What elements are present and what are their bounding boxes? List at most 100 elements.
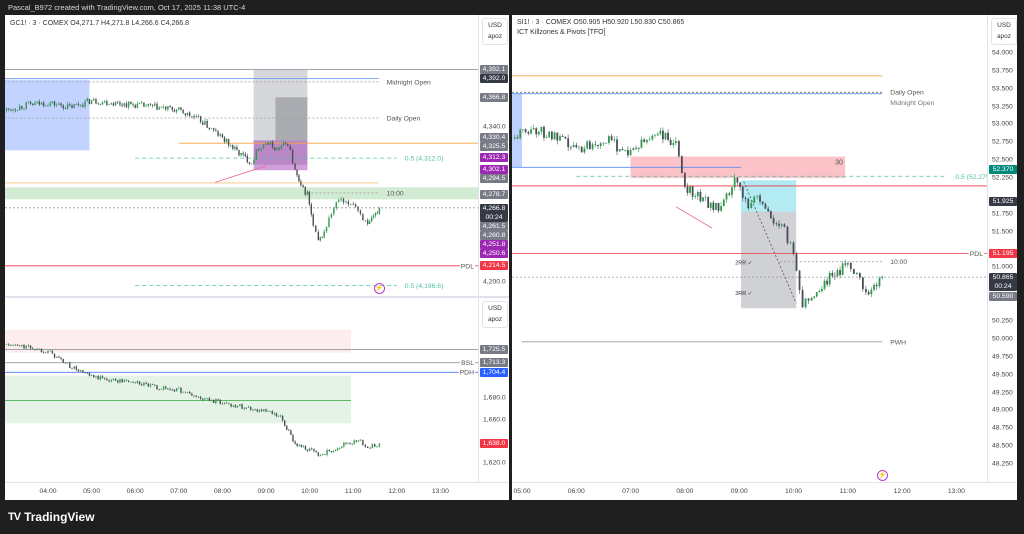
candle-body bbox=[775, 223, 778, 225]
candle-body bbox=[278, 148, 280, 149]
candle-body bbox=[158, 107, 160, 110]
candle-body bbox=[178, 107, 180, 110]
candle-body bbox=[298, 444, 300, 447]
candle-body bbox=[524, 129, 527, 132]
candle-body bbox=[29, 345, 32, 349]
price-tick: 49.000 bbox=[992, 406, 1013, 414]
currency-unit-box[interactable]: USD apoz bbox=[991, 18, 1017, 45]
zone-box bbox=[741, 180, 797, 212]
silver-price-chart[interactable]: Daily Open Midnight Open 0.5 (52.275) PDL 10… bbox=[512, 15, 987, 482]
candle-body bbox=[332, 450, 335, 452]
candle-body bbox=[169, 388, 171, 390]
candle-body bbox=[93, 374, 95, 377]
gold-legend: GC1! · 3 · COMEX O4,271.7 H4,271.8 L4,26… bbox=[10, 20, 189, 27]
gold-price-chart[interactable]: Midnight Open Daily Open 0.5 (4,312.0) 10:0… bbox=[5, 15, 478, 296]
candle-body bbox=[123, 103, 125, 106]
candle-body bbox=[308, 448, 311, 451]
candle-body bbox=[184, 113, 187, 116]
candle-body bbox=[260, 147, 262, 150]
currency-unit-box[interactable]: USD apoz bbox=[482, 18, 508, 45]
candle-body bbox=[841, 263, 844, 275]
tradingview-logo[interactable]: TV TradingView bbox=[8, 510, 95, 524]
candle-body bbox=[108, 104, 110, 105]
candle-body bbox=[372, 215, 375, 218]
zone-box bbox=[5, 79, 90, 151]
zone-box bbox=[5, 375, 352, 424]
candle-body bbox=[330, 213, 333, 218]
candle-body bbox=[621, 149, 624, 151]
candle-body bbox=[274, 147, 276, 151]
time-tick: 10:00 bbox=[301, 488, 319, 495]
silver-price-axis[interactable]: USD apoz 48.250 48.500 48.750 49.000 49.250 49… bbox=[987, 15, 1017, 482]
candle-body bbox=[242, 153, 244, 155]
level-label: PDL bbox=[461, 263, 474, 270]
candle-body bbox=[240, 153, 242, 156]
price-tick: 50.250 bbox=[992, 317, 1013, 325]
candle-body bbox=[712, 202, 715, 210]
candle-body bbox=[759, 195, 761, 202]
candle-body bbox=[117, 101, 119, 103]
price-tick: 52.250 bbox=[992, 174, 1013, 182]
candle-body bbox=[123, 380, 125, 383]
candle-body bbox=[75, 104, 78, 105]
candle-body bbox=[160, 389, 163, 390]
currency-unit-box[interactable]: USD apoz bbox=[482, 301, 508, 328]
candle-body bbox=[27, 345, 30, 347]
candle-body bbox=[180, 107, 182, 110]
candle-body bbox=[828, 272, 831, 285]
candle-body bbox=[753, 196, 756, 203]
silver-small-chart[interactable]: BSL PDH bbox=[5, 298, 478, 482]
candle-body bbox=[248, 162, 251, 164]
candle-body bbox=[645, 140, 648, 143]
candle-body bbox=[761, 201, 764, 204]
candle-body bbox=[680, 156, 683, 174]
candle-body bbox=[90, 374, 93, 376]
candle-body bbox=[40, 102, 43, 105]
candle-body bbox=[186, 391, 189, 393]
candle-body bbox=[376, 212, 379, 214]
candle-body bbox=[184, 391, 187, 393]
candle-body bbox=[343, 442, 345, 447]
candle-body bbox=[234, 146, 236, 149]
candle-body bbox=[350, 204, 352, 205]
level-label: Midnight Open bbox=[890, 100, 934, 107]
candle-body bbox=[607, 136, 610, 143]
alert-lightning-icon[interactable]: ⚡ bbox=[877, 470, 889, 481]
gold-price-axis[interactable]: USD apoz 4,200.0 4,340.0 4,392.1 4,392.0 4,36… bbox=[478, 15, 509, 296]
candle-body bbox=[80, 370, 82, 372]
candle-body bbox=[789, 242, 792, 244]
time-tick: 12:00 bbox=[388, 488, 406, 495]
candle-body bbox=[130, 101, 132, 105]
candle-body bbox=[540, 126, 543, 132]
time-tick: 06:00 bbox=[126, 488, 144, 495]
candle-body bbox=[769, 211, 772, 219]
candle-body bbox=[119, 102, 121, 105]
candle-body bbox=[269, 411, 271, 412]
candle-body bbox=[532, 128, 535, 130]
right-time-axis[interactable]: 05:00 06:00 07:00 08:00 09:00 10:00 11:00 12:00… bbox=[512, 482, 1017, 500]
candle-body bbox=[821, 288, 823, 292]
candle-body bbox=[818, 291, 821, 293]
candle-body bbox=[151, 384, 154, 385]
price-tick: 51.000 bbox=[992, 263, 1013, 271]
silver-small-price-axis[interactable]: USD apoz 1,620.0 1,660.0 1,680.0 1,725.5 1,71… bbox=[478, 298, 509, 482]
right-chart-pane[interactable]: Daily Open Midnight Open 0.5 (52.275) PDL 10… bbox=[512, 15, 1017, 500]
candle-body bbox=[258, 409, 261, 412]
time-tick: 12:00 bbox=[893, 488, 911, 495]
price-tag: 51.195 bbox=[989, 249, 1017, 258]
candle-body bbox=[561, 136, 564, 137]
indicator-name[interactable]: ICT Killzones & Pivots [TFO] bbox=[517, 29, 606, 36]
price-tick: 51.750 bbox=[992, 210, 1013, 218]
candle-body bbox=[73, 366, 75, 369]
candle-body bbox=[545, 137, 548, 138]
alert-lightning-icon[interactable]: ⚡ bbox=[373, 283, 385, 294]
candle-body bbox=[351, 443, 353, 445]
candle-body bbox=[833, 275, 836, 277]
candle-body bbox=[178, 387, 180, 389]
left-time-axis[interactable]: 04:00 05:00 06:00 07:00 08:00 09:00 10:00 11:00… bbox=[5, 482, 509, 500]
pane-divider[interactable] bbox=[5, 296, 509, 298]
candle-body bbox=[707, 197, 710, 208]
left-chart-pane[interactable]: Midnight Open Daily Open 0.5 (4,312.0) 10:0… bbox=[5, 15, 509, 500]
candle-body bbox=[23, 108, 25, 109]
price-tick: 52.500 bbox=[992, 156, 1013, 164]
